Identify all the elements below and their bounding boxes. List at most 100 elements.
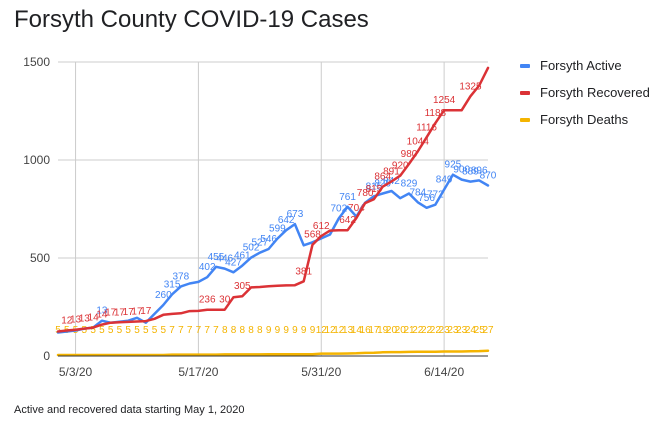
data-label-active: 925 (445, 160, 462, 171)
y-tick-label: 1000 (23, 153, 50, 167)
chart-footnote: Active and recovered data starting May 1… (14, 404, 245, 416)
data-label-deaths: 5 (117, 325, 123, 336)
data-label-deaths: 7 (178, 325, 184, 336)
data-label-deaths: 14 (351, 325, 363, 336)
legend-label-recovered: Forsyth Recovered (540, 85, 650, 100)
data-label-active: 889 (462, 167, 479, 178)
data-label-active: 756 (418, 193, 435, 204)
data-label-active: 772 (427, 190, 444, 201)
data-label-deaths: 22 (421, 325, 433, 336)
data-label-recovered: 1116 (416, 122, 437, 133)
chart-title: Forsyth County COVID-19 Cases (14, 6, 369, 33)
data-label-deaths: 5 (161, 325, 167, 336)
data-label-active: 446 (216, 254, 233, 265)
data-label-recovered: 612 (313, 221, 330, 232)
data-label-deaths: 9 (310, 325, 316, 336)
data-label-recovered: 568 (304, 230, 321, 241)
data-label-deaths: 5 (82, 325, 88, 336)
data-label-deaths: 25 (474, 325, 486, 336)
x-tick-label: 5/17/20 (178, 365, 218, 379)
data-label-recovered: 14 (88, 313, 100, 324)
data-label-recovered: 1188 (425, 108, 447, 119)
data-label-active: 461 (234, 251, 251, 262)
data-label-deaths: 5 (134, 325, 140, 336)
data-label-recovered: 1325 (459, 81, 482, 92)
data-label-deaths: 8 (248, 325, 254, 336)
data-label-deaths: 5 (152, 325, 158, 336)
data-label-deaths: 9 (266, 325, 272, 336)
series-active-line (56, 173, 490, 334)
data-label-deaths: 20 (395, 325, 407, 336)
data-label-active: 527 (251, 238, 268, 249)
data-label-deaths: 5 (125, 325, 131, 336)
data-label-active: 673 (287, 209, 304, 220)
data-label-deaths: 23 (456, 325, 468, 336)
series-deaths-line (56, 349, 490, 357)
data-label-active: 13 (96, 306, 108, 317)
data-label-active: 815 (366, 181, 383, 192)
data-label-deaths: 8 (257, 325, 263, 336)
data-label-recovered: 17 (140, 306, 152, 317)
data-label-deaths: 7 (213, 325, 219, 336)
legend-item-deaths[interactable]: Forsyth Deaths (520, 106, 650, 133)
legend-item-active[interactable]: Forsyth Active (520, 52, 650, 79)
data-label-deaths: 9 (283, 325, 289, 336)
data-label-deaths: 7 (204, 325, 210, 336)
axes: 0 500 1000 1500 5/3/20 5/17/20 5/31/20 6/14/20 (23, 55, 488, 379)
x-tick-label: 5/31/20 (301, 365, 341, 379)
data-label-deaths: 8 (240, 325, 246, 336)
data-label-deaths: 12 (316, 325, 328, 336)
data-label-recovered: 12 (61, 316, 73, 327)
data-label-deaths: 12 (333, 325, 345, 336)
data-label-deaths: 27 (482, 325, 494, 336)
data-label-recovered: 1044 (407, 136, 430, 147)
data-label-deaths: 12 (324, 325, 336, 336)
data-label-recovered: 17 (105, 308, 117, 319)
data-label-recovered: 891 (383, 166, 400, 177)
data-label-recovered: 864 (374, 172, 391, 183)
data-label-active: 378 (173, 271, 190, 282)
data-label-deaths: 24 (465, 325, 477, 336)
data-label-deaths: 9 (275, 325, 281, 336)
data-label-deaths: 20 (386, 325, 398, 336)
data-label-recovered: 13 (79, 314, 91, 325)
data-label-deaths: 5 (143, 325, 149, 336)
data-label-deaths: 13 (342, 325, 354, 336)
data-label-recovered: 17 (131, 307, 143, 318)
legend-swatch-deaths (520, 117, 530, 122)
data-label-deaths: 23 (439, 325, 451, 336)
data-label-deaths: 5 (99, 325, 105, 336)
data-label-deaths: 7 (187, 325, 193, 336)
data-label-deaths: 17 (368, 325, 380, 336)
data-label-recovered: 642 (339, 215, 356, 226)
legend-item-recovered[interactable]: Forsyth Recovered (520, 79, 650, 106)
data-label-deaths: 21 (403, 325, 415, 336)
data-label-recovered: 780 (357, 188, 374, 199)
data-labels: 1326031537840245544642746150252754659964… (55, 81, 497, 336)
data-label-active: 870 (480, 170, 497, 181)
data-label-deaths: 8 (222, 325, 228, 336)
data-label-active: 502 (243, 243, 260, 254)
data-label-deaths: 7 (169, 325, 175, 336)
data-label-active: 642 (278, 215, 295, 226)
data-label-deaths: 22 (412, 325, 424, 336)
y-tick-label: 0 (43, 349, 50, 363)
data-label-deaths: 9 (292, 325, 298, 336)
data-label-deaths: 5 (108, 325, 114, 336)
data-label-active: 849 (436, 175, 453, 186)
data-label-recovered: 381 (295, 266, 312, 277)
grid (58, 61, 488, 356)
series-lines (56, 66, 490, 357)
data-label-active: 427 (225, 257, 242, 268)
line-chart: 1326031537840245544642746150252754659964… (23, 55, 497, 379)
data-label-active: 402 (199, 262, 216, 273)
x-tick-label: 5/3/20 (59, 365, 93, 379)
data-label-deaths: 7 (196, 325, 202, 336)
data-label-active: 761 (339, 192, 356, 203)
data-label-recovered: 704 (348, 203, 365, 214)
data-label-deaths: 23 (447, 325, 459, 336)
data-label-recovered: 920 (392, 161, 409, 172)
data-label-active: 455 (208, 252, 225, 263)
y-tick-label: 1500 (23, 55, 50, 69)
data-label-deaths: 5 (90, 325, 96, 336)
